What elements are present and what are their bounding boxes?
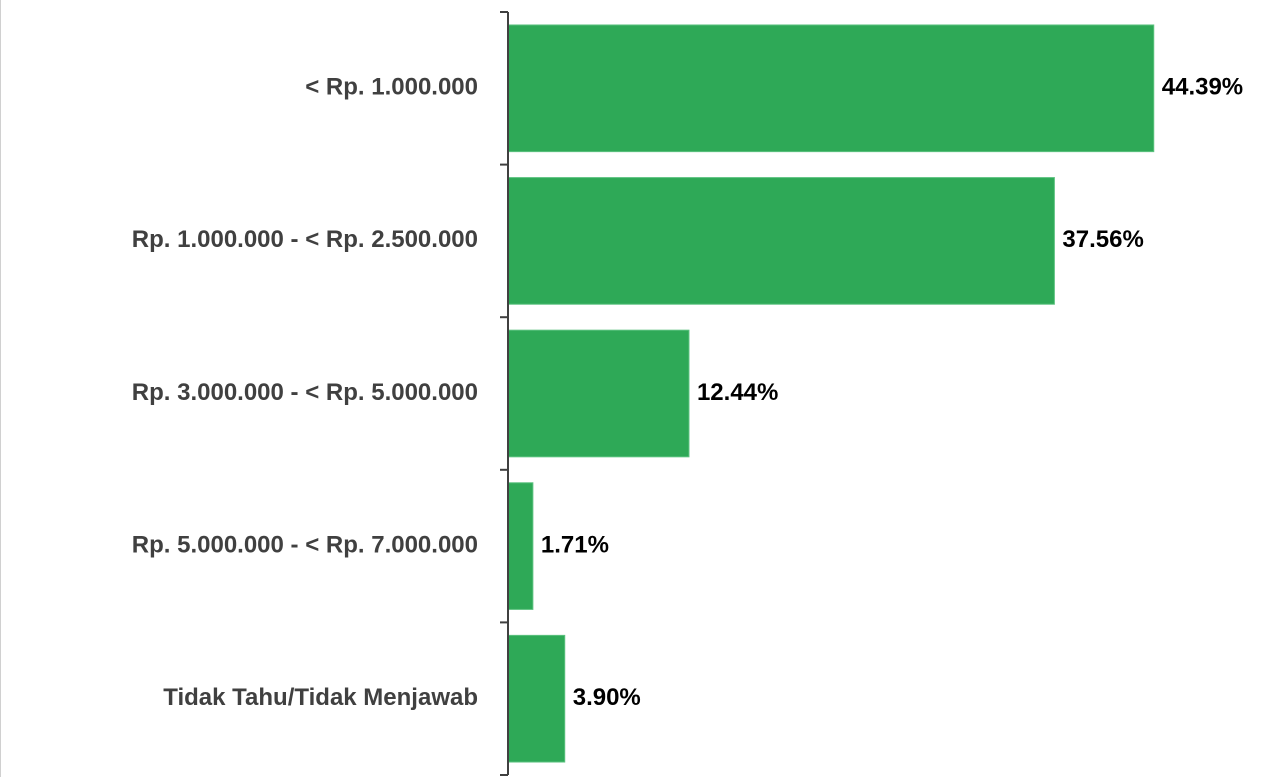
bar [507, 482, 534, 610]
category-label: < Rp. 1.000.000 [305, 74, 478, 101]
bar [507, 634, 566, 763]
bar [507, 329, 690, 458]
value-label: 1.71% [541, 531, 609, 558]
bar [507, 24, 1155, 153]
value-label: 12.44% [697, 379, 778, 406]
category-label: Rp. 3.000.000 - < Rp. 5.000.000 [132, 379, 478, 406]
value-label: 44.39% [1162, 74, 1243, 101]
category-label: Rp. 1.000.000 - < Rp. 2.500.000 [132, 226, 478, 253]
value-label: 37.56% [1062, 226, 1143, 253]
category-label: Tidak Tahu/Tidak Menjawab [163, 684, 478, 711]
value-label: 3.90% [573, 684, 641, 711]
bar [507, 177, 1055, 305]
category-label: Rp. 5.000.000 - < Rp. 7.000.000 [132, 531, 478, 558]
